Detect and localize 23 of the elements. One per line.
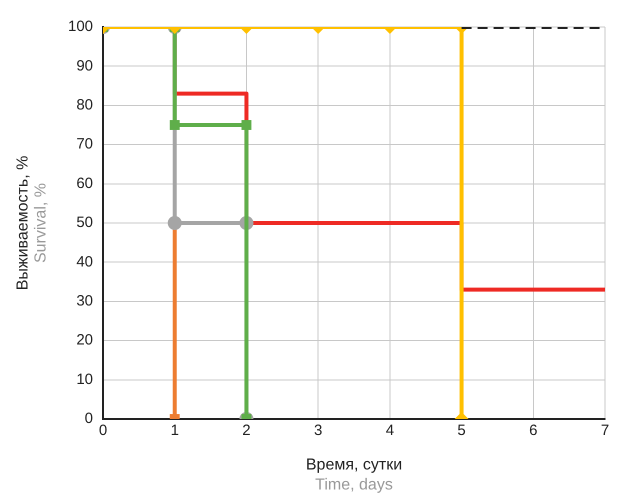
y-axis-title: Выживаемость, % xyxy=(14,156,32,290)
x-tick-label: 5 xyxy=(457,422,466,440)
x-axis-title: Время, сутки xyxy=(306,456,402,474)
x-tick-label: 6 xyxy=(529,422,538,440)
x-tick-label: 3 xyxy=(314,422,322,440)
x-tick-label: 1 xyxy=(170,422,179,440)
x-tick-label: 0 xyxy=(98,422,108,440)
y-tick-label: 0 xyxy=(84,410,94,428)
x-tick-label: 2 xyxy=(242,422,251,440)
y-tick-label: 10 xyxy=(76,370,94,388)
y-tick-label: 30 xyxy=(76,292,94,310)
y-tick-label: 60 xyxy=(76,174,94,192)
x-tick-label: 7 xyxy=(600,422,610,440)
text: Survival, % xyxy=(32,182,50,264)
y-tick-label: 100 xyxy=(68,18,94,36)
y-tick-label: 40 xyxy=(76,253,94,270)
x-tick-label: 4 xyxy=(386,422,394,440)
y-tick-label: 70 xyxy=(76,136,94,153)
text: Time, days xyxy=(315,476,393,494)
y-tick-label: 50 xyxy=(76,214,94,232)
y-tick-label: 80 xyxy=(76,96,94,114)
y-tick-label: 90 xyxy=(76,57,94,74)
y-tick-label: 20 xyxy=(76,332,94,349)
